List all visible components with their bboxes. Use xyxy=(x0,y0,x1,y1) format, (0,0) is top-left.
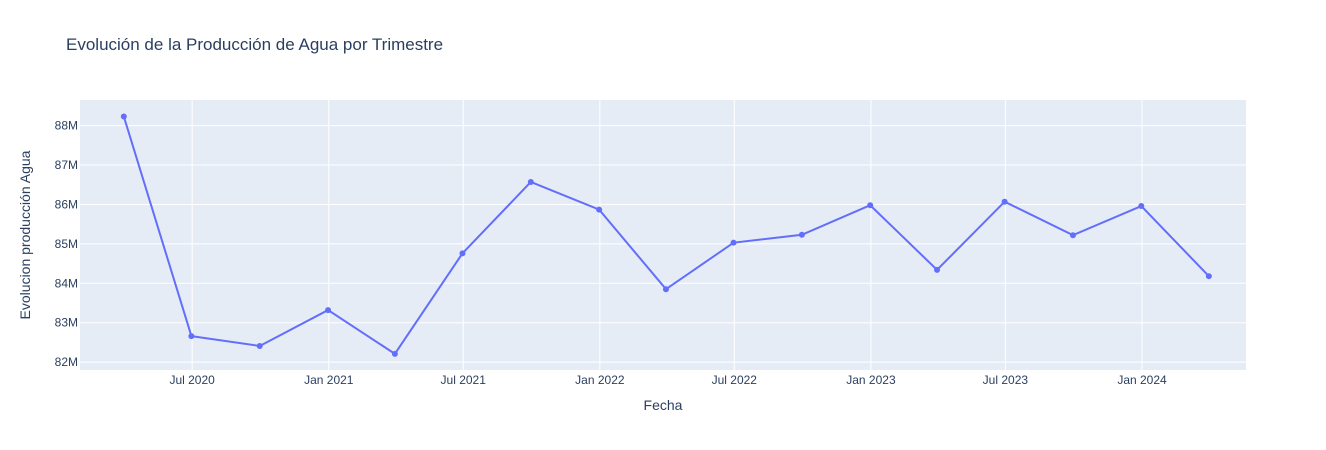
x-tick-label: Jan 2021 xyxy=(304,373,354,387)
x-tick-label: Jul 2023 xyxy=(983,373,1029,387)
data-point xyxy=(662,286,669,293)
plot-area xyxy=(80,100,1246,370)
x-gridlines xyxy=(191,100,1143,370)
data-point xyxy=(1001,198,1008,205)
y-tick-label: 86M xyxy=(55,197,78,211)
x-tick-label: Jan 2024 xyxy=(1117,373,1167,387)
data-point xyxy=(730,239,737,246)
data-point xyxy=(256,342,263,349)
chart-title: Evolución de la Producción de Agua por T… xyxy=(66,35,443,54)
data-point xyxy=(459,250,466,257)
x-tick-label: Jul 2020 xyxy=(169,373,215,387)
data-point xyxy=(325,307,332,314)
data-point xyxy=(527,178,534,185)
x-tick-label: Jul 2021 xyxy=(441,373,487,387)
x-tick-label: Jan 2023 xyxy=(846,373,896,387)
y-gridlines xyxy=(80,125,1246,363)
y-tick-label: 88M xyxy=(55,119,78,133)
x-axis-title: Fecha xyxy=(644,397,683,413)
data-point xyxy=(1138,203,1145,210)
y-axis-title: Evolucion producción Agua xyxy=(17,150,33,319)
y-tick-label: 84M xyxy=(55,276,78,290)
data-points xyxy=(120,113,1212,357)
data-point xyxy=(391,350,398,357)
data-point xyxy=(120,113,127,120)
x-tick-label: Jan 2022 xyxy=(575,373,625,387)
y-tick-label: 85M xyxy=(55,237,78,251)
x-tick-label: Jul 2022 xyxy=(712,373,758,387)
y-tick-label: 82M xyxy=(55,355,78,369)
data-point xyxy=(798,231,805,238)
x-tick-labels: Jul 2020 Jan 2021 Jul 2021 Jan 2022 Jul 2022… xyxy=(169,373,1167,387)
y-tick-label: 83M xyxy=(55,316,78,330)
data-point xyxy=(188,333,195,340)
data-point xyxy=(867,202,874,209)
y-tick-label: 87M xyxy=(55,158,78,172)
data-point xyxy=(1069,232,1076,239)
data-point xyxy=(1205,273,1212,280)
data-point xyxy=(934,266,941,273)
data-point xyxy=(596,206,603,213)
y-tick-labels: 82M 83M 84M 85M 86M 87M 88M xyxy=(55,119,78,369)
